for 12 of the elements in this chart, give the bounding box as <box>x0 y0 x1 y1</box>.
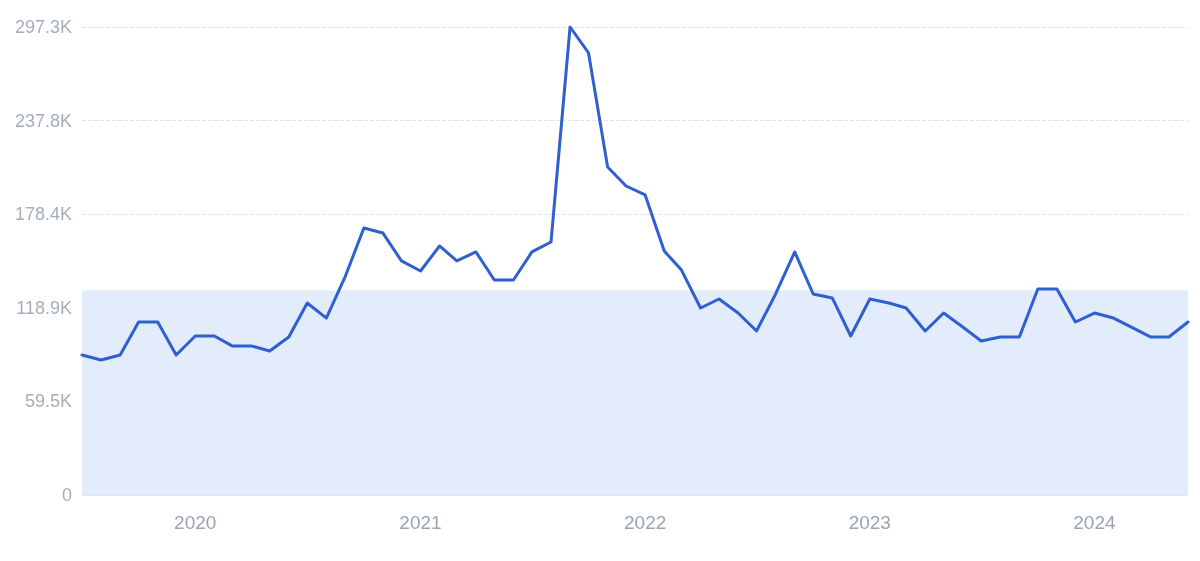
y-tick-label: 178.4K <box>14 204 72 225</box>
x-tick-label: 2023 <box>848 512 891 533</box>
x-tick-label: 2022 <box>624 512 667 533</box>
x-tick-label: 2024 <box>1073 512 1117 533</box>
x-tick-label: 2021 <box>399 512 442 533</box>
line-series <box>80 25 1190 362</box>
y-tick-label: 118.9K <box>16 297 72 318</box>
y-tick-label: 59.5K <box>24 391 72 412</box>
y-tick-label: 237.8K <box>14 110 72 131</box>
y-tick-label: 0 <box>61 485 72 505</box>
x-tick-label: 2020 <box>174 512 217 533</box>
y-tick-label: 297.3K <box>14 17 72 37</box>
